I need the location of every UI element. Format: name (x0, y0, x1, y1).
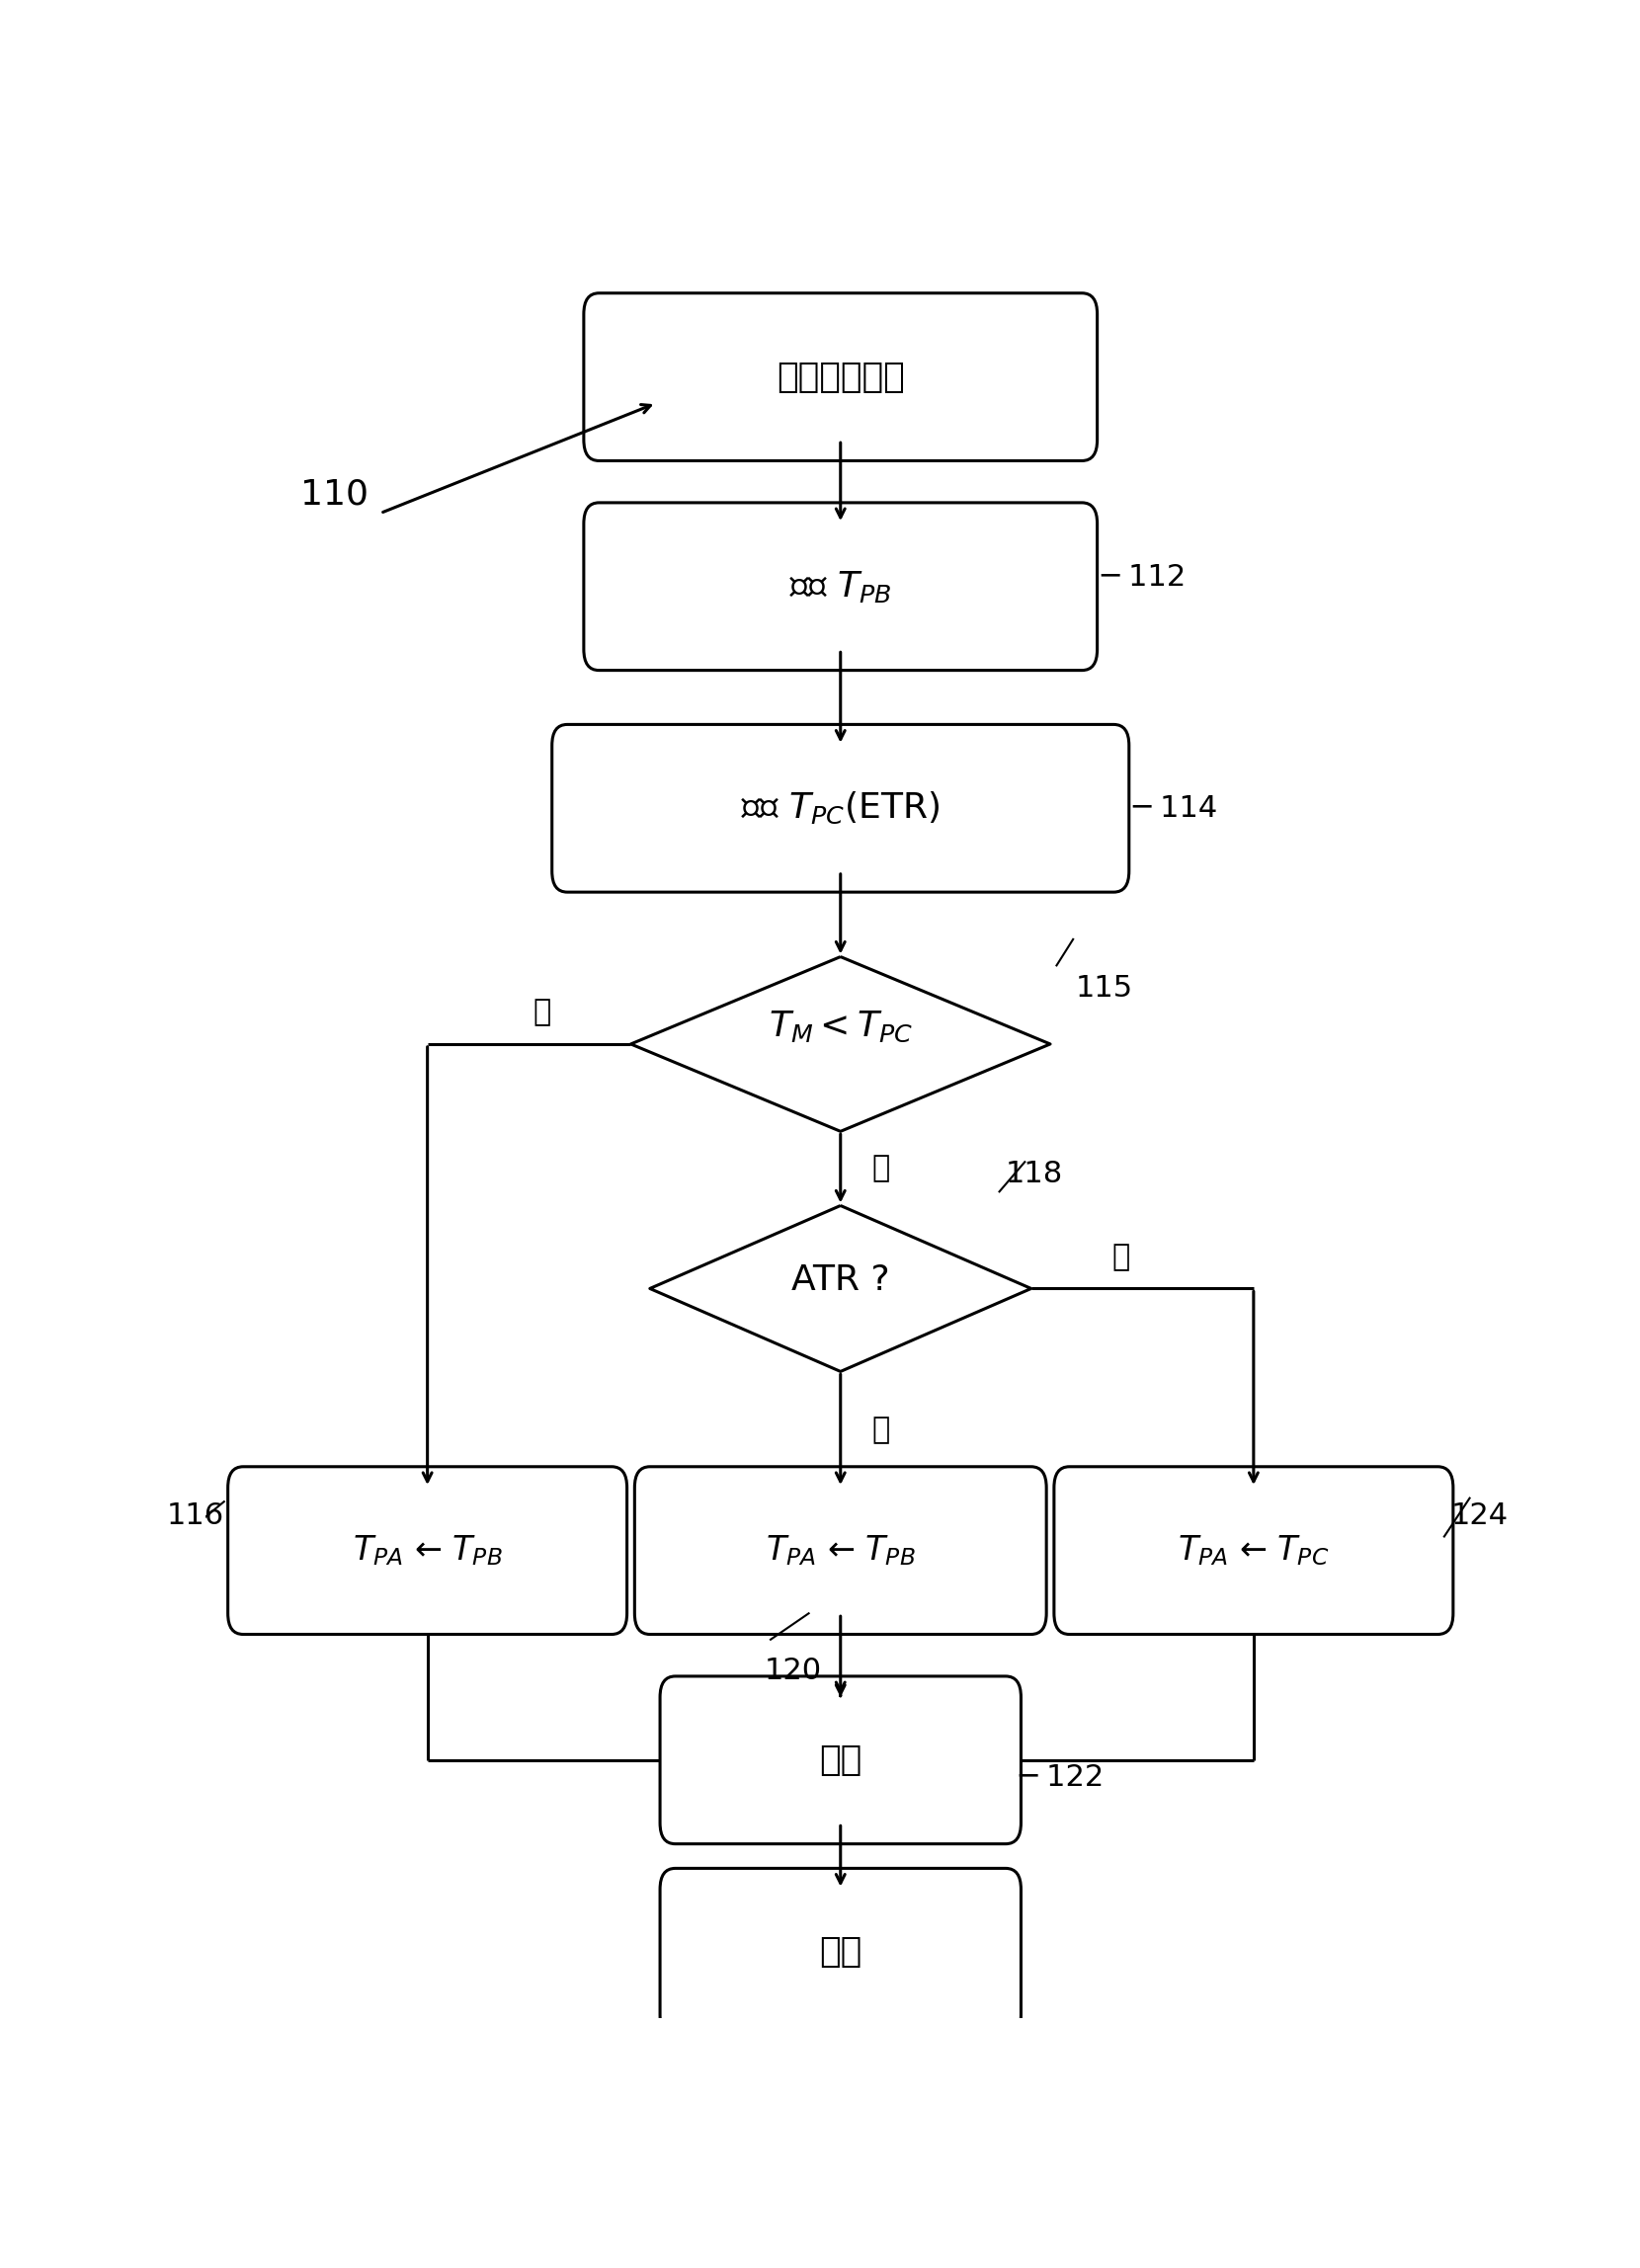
FancyBboxPatch shape (659, 1869, 1022, 2037)
FancyBboxPatch shape (584, 293, 1097, 460)
FancyBboxPatch shape (553, 723, 1128, 891)
Text: ─ 112: ─ 112 (1100, 562, 1186, 592)
Text: 120: 120 (764, 1658, 822, 1685)
Text: $T_{PA}$ ← $T_{PB}$: $T_{PA}$ ← $T_{PB}$ (766, 1533, 915, 1567)
FancyBboxPatch shape (228, 1467, 626, 1635)
Text: $T_{PA}$ ← $T_{PC}$: $T_{PA}$ ← $T_{PC}$ (1178, 1533, 1330, 1567)
Text: 110: 110 (300, 476, 369, 510)
Text: 115: 115 (1076, 975, 1133, 1002)
Text: 124: 124 (1451, 1501, 1509, 1531)
FancyBboxPatch shape (1055, 1467, 1453, 1635)
Text: 确定 $T_{PB}$: 确定 $T_{PB}$ (789, 569, 892, 603)
Text: $T_M$$<$$T_{PC}$: $T_M$$<$$T_{PC}$ (768, 1009, 913, 1043)
Text: 是: 是 (533, 998, 551, 1027)
Text: ─ 114: ─ 114 (1133, 794, 1219, 823)
Text: 否: 否 (872, 1154, 891, 1184)
Text: ATR ?: ATR ? (790, 1263, 891, 1297)
FancyBboxPatch shape (659, 1676, 1022, 1844)
Text: 换档: 换档 (818, 1744, 863, 1776)
FancyBboxPatch shape (584, 503, 1097, 671)
Text: 直接驱动模式: 直接驱动模式 (776, 361, 905, 395)
Text: 确定 $T_{PC}$(ETR): 确定 $T_{PC}$(ETR) (741, 789, 940, 826)
Text: ─ 122: ─ 122 (1018, 1762, 1104, 1792)
Text: $T_{PA}$ ← $T_{PB}$: $T_{PA}$ ← $T_{PB}$ (353, 1533, 502, 1567)
Text: 否: 否 (1112, 1243, 1130, 1272)
Text: 116: 116 (167, 1501, 225, 1531)
Text: 118: 118 (1005, 1159, 1063, 1188)
Text: 返回: 返回 (818, 1935, 863, 1969)
FancyBboxPatch shape (635, 1467, 1046, 1635)
Text: 是: 是 (872, 1415, 891, 1445)
